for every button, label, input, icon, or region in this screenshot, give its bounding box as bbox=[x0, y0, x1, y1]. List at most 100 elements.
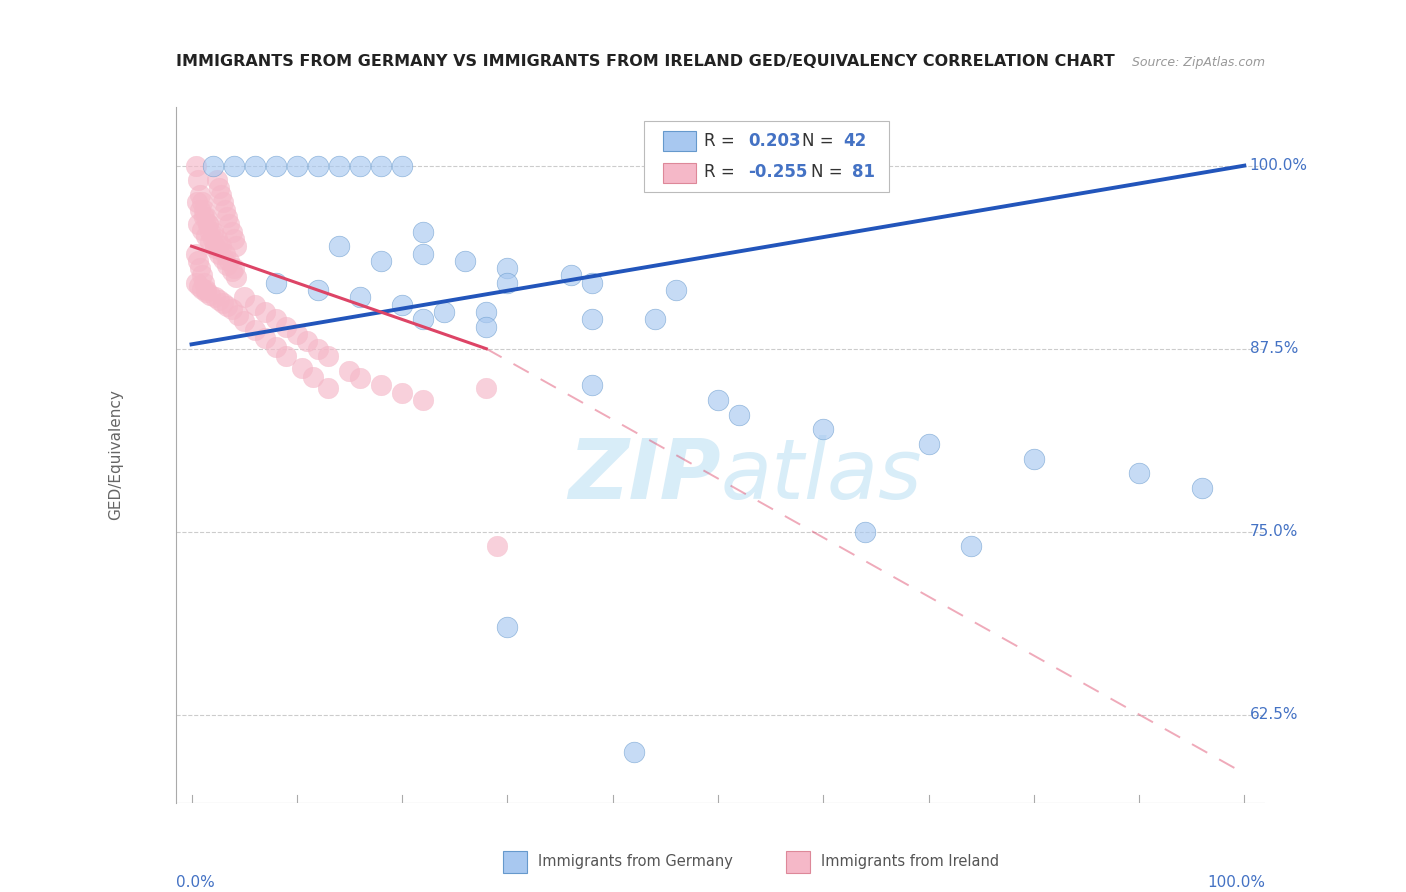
Text: N =: N = bbox=[803, 132, 839, 150]
Point bbox=[195, 285, 218, 299]
Point bbox=[243, 159, 266, 173]
Point bbox=[264, 159, 287, 173]
Point bbox=[187, 173, 209, 187]
Point bbox=[285, 159, 308, 173]
Point bbox=[193, 202, 215, 217]
Point bbox=[214, 202, 236, 217]
Point bbox=[209, 188, 232, 202]
Point bbox=[233, 314, 256, 328]
Point bbox=[412, 312, 434, 326]
Point bbox=[200, 287, 222, 301]
Point bbox=[560, 268, 582, 283]
Point bbox=[581, 378, 603, 392]
Point bbox=[195, 210, 218, 224]
Point bbox=[184, 159, 207, 173]
Point bbox=[813, 422, 835, 436]
Point bbox=[201, 232, 224, 246]
Point bbox=[221, 302, 243, 317]
Text: 62.5%: 62.5% bbox=[1250, 707, 1298, 723]
Point bbox=[188, 261, 211, 276]
Point bbox=[191, 282, 214, 296]
Point bbox=[201, 225, 224, 239]
Point bbox=[221, 264, 243, 278]
Point bbox=[212, 195, 235, 210]
Point bbox=[195, 229, 218, 244]
Point bbox=[218, 217, 240, 231]
Point bbox=[208, 293, 231, 308]
Point bbox=[187, 253, 209, 268]
Point bbox=[475, 319, 498, 334]
Point bbox=[193, 276, 215, 290]
Bar bbox=[662, 131, 696, 151]
Point bbox=[225, 269, 247, 284]
Text: R =: R = bbox=[704, 163, 740, 181]
Text: GED/Equivalency: GED/Equivalency bbox=[108, 390, 124, 520]
Point bbox=[208, 180, 231, 194]
Text: 81: 81 bbox=[852, 163, 876, 181]
Point bbox=[243, 323, 266, 337]
Text: Source: ZipAtlas.com: Source: ZipAtlas.com bbox=[1132, 56, 1265, 69]
Point bbox=[412, 246, 434, 260]
Point bbox=[204, 241, 226, 255]
Point bbox=[195, 283, 218, 297]
Point bbox=[328, 239, 350, 253]
Point bbox=[297, 334, 319, 349]
Bar bbox=[503, 851, 527, 873]
Point bbox=[184, 246, 207, 260]
Point bbox=[191, 268, 214, 283]
Point bbox=[370, 378, 392, 392]
Point bbox=[212, 296, 235, 310]
Point bbox=[212, 252, 235, 267]
Point bbox=[349, 159, 371, 173]
Point bbox=[475, 305, 498, 319]
Point bbox=[496, 620, 519, 634]
Point bbox=[623, 745, 645, 759]
Text: 75.0%: 75.0% bbox=[1250, 524, 1298, 540]
Point bbox=[307, 342, 329, 356]
Point bbox=[307, 283, 329, 297]
Text: 87.5%: 87.5% bbox=[1250, 342, 1298, 356]
Point bbox=[307, 159, 329, 173]
Point bbox=[188, 188, 211, 202]
Point bbox=[225, 239, 247, 253]
Point bbox=[218, 253, 240, 268]
Point bbox=[193, 210, 215, 224]
Point bbox=[370, 159, 392, 173]
Point bbox=[412, 392, 434, 407]
Point bbox=[264, 340, 287, 354]
Point bbox=[391, 385, 413, 400]
Text: 100.0%: 100.0% bbox=[1250, 158, 1308, 173]
Point bbox=[187, 278, 209, 293]
Point bbox=[581, 276, 603, 290]
Point bbox=[217, 210, 239, 224]
Point bbox=[208, 246, 231, 260]
Point bbox=[496, 276, 519, 290]
Point bbox=[318, 381, 340, 395]
Point bbox=[254, 331, 277, 345]
Point bbox=[349, 371, 371, 385]
Point bbox=[339, 364, 361, 378]
Point bbox=[496, 261, 519, 276]
Point bbox=[454, 253, 477, 268]
Point bbox=[243, 298, 266, 312]
Point bbox=[475, 381, 498, 395]
Point bbox=[205, 173, 228, 187]
Point bbox=[205, 232, 228, 246]
Point bbox=[191, 195, 214, 210]
Point bbox=[433, 305, 456, 319]
Point bbox=[264, 276, 287, 290]
Point bbox=[291, 360, 314, 375]
Point bbox=[285, 327, 308, 342]
Point bbox=[222, 232, 245, 246]
Point bbox=[222, 261, 245, 276]
Point bbox=[233, 290, 256, 304]
Point bbox=[349, 290, 371, 304]
Point bbox=[318, 349, 340, 363]
Point bbox=[276, 349, 298, 363]
Point bbox=[184, 276, 207, 290]
Point bbox=[217, 299, 239, 313]
Point bbox=[1128, 467, 1150, 481]
Point bbox=[665, 283, 688, 297]
Point bbox=[959, 540, 981, 554]
Text: Immigrants from Germany: Immigrants from Germany bbox=[537, 855, 733, 870]
